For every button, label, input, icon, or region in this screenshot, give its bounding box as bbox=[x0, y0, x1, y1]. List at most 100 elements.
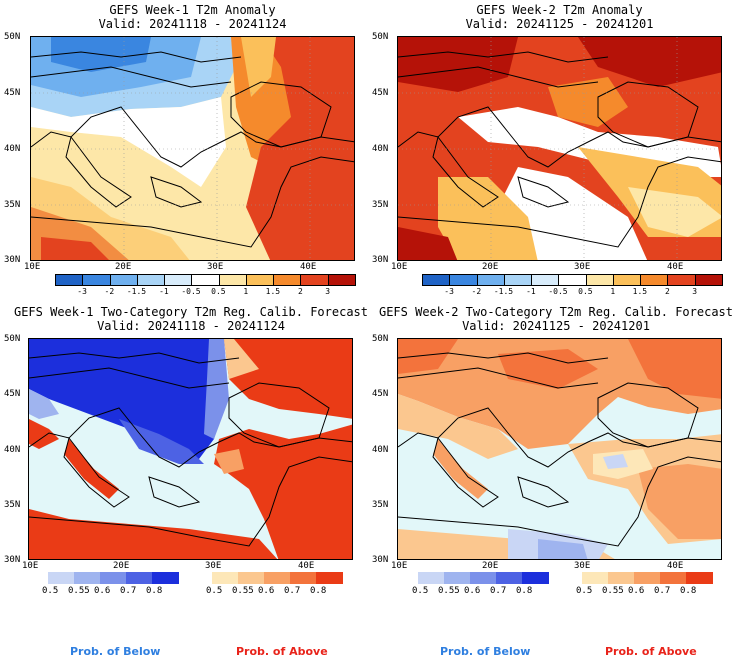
p4-lat-30: 30N bbox=[372, 555, 389, 565]
anomaly-colorbar-box bbox=[273, 274, 302, 286]
anomaly-colorbar-box bbox=[531, 274, 560, 286]
p3-lat-45: 45N bbox=[4, 389, 21, 399]
anomaly-colorbar-label: -1 bbox=[526, 287, 536, 296]
p1-lat-40: 40N bbox=[4, 144, 21, 154]
anomaly-colorbar-box bbox=[191, 274, 220, 286]
prob-colorbar-box bbox=[582, 572, 609, 584]
panel1-title: GEFS Week-1 T2m Anomaly Valid: 20241118 … bbox=[30, 3, 355, 31]
prob-colorbar-label: 0.7 bbox=[490, 586, 507, 596]
p1-lon-20: 20E bbox=[115, 262, 132, 272]
panel4-title: GEFS Week-2 Two-Category T2m Reg. Calib.… bbox=[375, 305, 737, 333]
prob-colorbar-box bbox=[496, 572, 523, 584]
anomaly-colorbar-box bbox=[218, 274, 247, 286]
prob-colorbar-label: 0.7 bbox=[284, 586, 301, 596]
prob-colorbar-label: 0.5 bbox=[206, 586, 223, 596]
prob-colorbar-box bbox=[290, 572, 317, 584]
panel4-valid: Valid: 20241125 - 20241201 bbox=[462, 319, 650, 333]
prob-colorbar-label: 0.8 bbox=[310, 586, 327, 596]
anomaly-colorbar-box bbox=[82, 274, 111, 286]
anomaly-colorbar-1: -3 -2 -1.5 -1 -0.5 0.5 1 1.5 2 3 bbox=[55, 274, 356, 298]
panel3-title: GEFS Week-1 Two-Category T2m Reg. Calib.… bbox=[10, 305, 372, 333]
prob-colorbar-box bbox=[74, 572, 101, 584]
anomaly-colorbar-box bbox=[245, 274, 275, 286]
p1-lon-30: 30E bbox=[207, 262, 224, 272]
prob-colorbar-label: 0.5 bbox=[576, 586, 593, 596]
anomaly-colorbar-label: -3 bbox=[444, 287, 454, 296]
prob-colorbar-label: 0.6 bbox=[94, 586, 111, 596]
anomaly-colorbar-label: 3 bbox=[325, 287, 331, 296]
anomaly-colorbar-box bbox=[558, 274, 587, 286]
p4-lon-10: 10E bbox=[391, 561, 408, 571]
prob-colorbar-label: 0.8 bbox=[516, 586, 533, 596]
anomaly-colorbar-label: -2 bbox=[471, 287, 482, 296]
panel3-map bbox=[28, 338, 353, 560]
prob-colorbar-box bbox=[522, 572, 549, 584]
prob-colorbar-box bbox=[100, 572, 127, 584]
prob-colorbar-label: 0.6 bbox=[464, 586, 481, 596]
anomaly-colorbar-label: 0.5 bbox=[211, 287, 226, 296]
panel3-valid: Valid: 20241118 - 20241124 bbox=[97, 319, 285, 333]
p2-lon-20: 20E bbox=[482, 262, 499, 272]
prob-colorbar-label: 0.7 bbox=[120, 586, 137, 596]
anomaly-colorbar-label: 2 bbox=[297, 287, 303, 296]
panel4-field bbox=[398, 339, 721, 559]
anomaly-colorbar-box bbox=[136, 274, 166, 286]
prob-colorbar-label: 0.8 bbox=[680, 586, 697, 596]
prob-colorbar-box bbox=[444, 572, 471, 584]
panel2-title: GEFS Week-2 T2m Anomaly Valid: 20241125 … bbox=[397, 3, 722, 31]
prob-colorbar-box bbox=[470, 572, 497, 584]
panel3-coastlines bbox=[29, 352, 352, 547]
prob-colorbar-box bbox=[126, 572, 153, 584]
prob-colorbar-box bbox=[48, 572, 75, 584]
panel2-coastlines bbox=[398, 37, 721, 260]
p4-lat-50: 50N bbox=[372, 334, 389, 344]
anomaly-colorbar-box bbox=[612, 274, 642, 286]
p1-lat-30: 30N bbox=[4, 255, 21, 265]
p3-lon-40: 40E bbox=[298, 561, 315, 571]
anomaly-colorbar-box bbox=[694, 274, 723, 286]
panel2-valid: Valid: 20241125 - 20241201 bbox=[465, 17, 654, 31]
anomaly-colorbar-box bbox=[422, 274, 451, 286]
anomaly-colorbar-label: 1 bbox=[243, 287, 249, 296]
panel3-title-text: GEFS Week-1 Two-Category T2m Reg. Calib.… bbox=[13, 305, 368, 319]
p4-lon-40: 40E bbox=[667, 561, 684, 571]
panel1-coastlines bbox=[31, 37, 354, 260]
panel1-title-text: GEFS Week-1 T2m Anomaly bbox=[109, 3, 276, 17]
p1-lon-40: 40E bbox=[300, 262, 317, 272]
p1-lat-50: 50N bbox=[4, 32, 21, 42]
p4-lat-35: 35N bbox=[372, 500, 389, 510]
prob-colorbar-box bbox=[634, 572, 661, 584]
anomaly-colorbar-box bbox=[327, 274, 356, 286]
prob-colorbar-label: 0.8 bbox=[146, 586, 163, 596]
p3-lat-35: 35N bbox=[4, 500, 21, 510]
anomaly-colorbar-label: 1.5 bbox=[265, 287, 281, 296]
prob-colorbar-box bbox=[418, 572, 445, 584]
panel3-field bbox=[29, 339, 352, 559]
prob-colorbar-box bbox=[212, 572, 239, 584]
anomaly-colorbar-box bbox=[164, 274, 193, 286]
anomaly-colorbar-box bbox=[585, 274, 614, 286]
anomaly-colorbar-box bbox=[109, 274, 138, 286]
prob-colorbar-label: 0.6 bbox=[258, 586, 275, 596]
p1-lon-10: 10E bbox=[24, 262, 41, 272]
p2-lat-50: 50N bbox=[372, 32, 389, 42]
p1-lat-45: 45N bbox=[4, 88, 21, 98]
p4-lat-40: 40N bbox=[372, 445, 389, 455]
prob-colorbar-box bbox=[238, 572, 265, 584]
anomaly-colorbar-label: -0.5 bbox=[548, 287, 568, 296]
p3-lon-30: 30E bbox=[205, 561, 222, 571]
panel2-field bbox=[398, 37, 721, 260]
anomaly-colorbar-2: -3 -2 -1.5 -1 -0.5 0.5 1 1.5 2 3 bbox=[422, 274, 723, 298]
prob-below-label-1: Prob. of Below bbox=[70, 645, 161, 658]
prob-colorbar-box bbox=[660, 572, 687, 584]
prob-above-colorbar-2: 0.5 0.55 0.6 0.7 0.8 bbox=[576, 572, 713, 598]
p3-lat-30: 30N bbox=[4, 555, 21, 565]
p2-lon-40: 40E bbox=[667, 262, 684, 272]
prob-colorbar-box bbox=[608, 572, 635, 584]
p3-lon-10: 10E bbox=[22, 561, 39, 571]
anomaly-colorbar-box bbox=[503, 274, 533, 286]
prob-colorbar-label: 0.55 bbox=[68, 586, 90, 596]
panel1-map bbox=[30, 36, 355, 261]
anomaly-colorbar-label: -1 bbox=[159, 287, 169, 296]
p3-lat-40: 40N bbox=[4, 445, 21, 455]
